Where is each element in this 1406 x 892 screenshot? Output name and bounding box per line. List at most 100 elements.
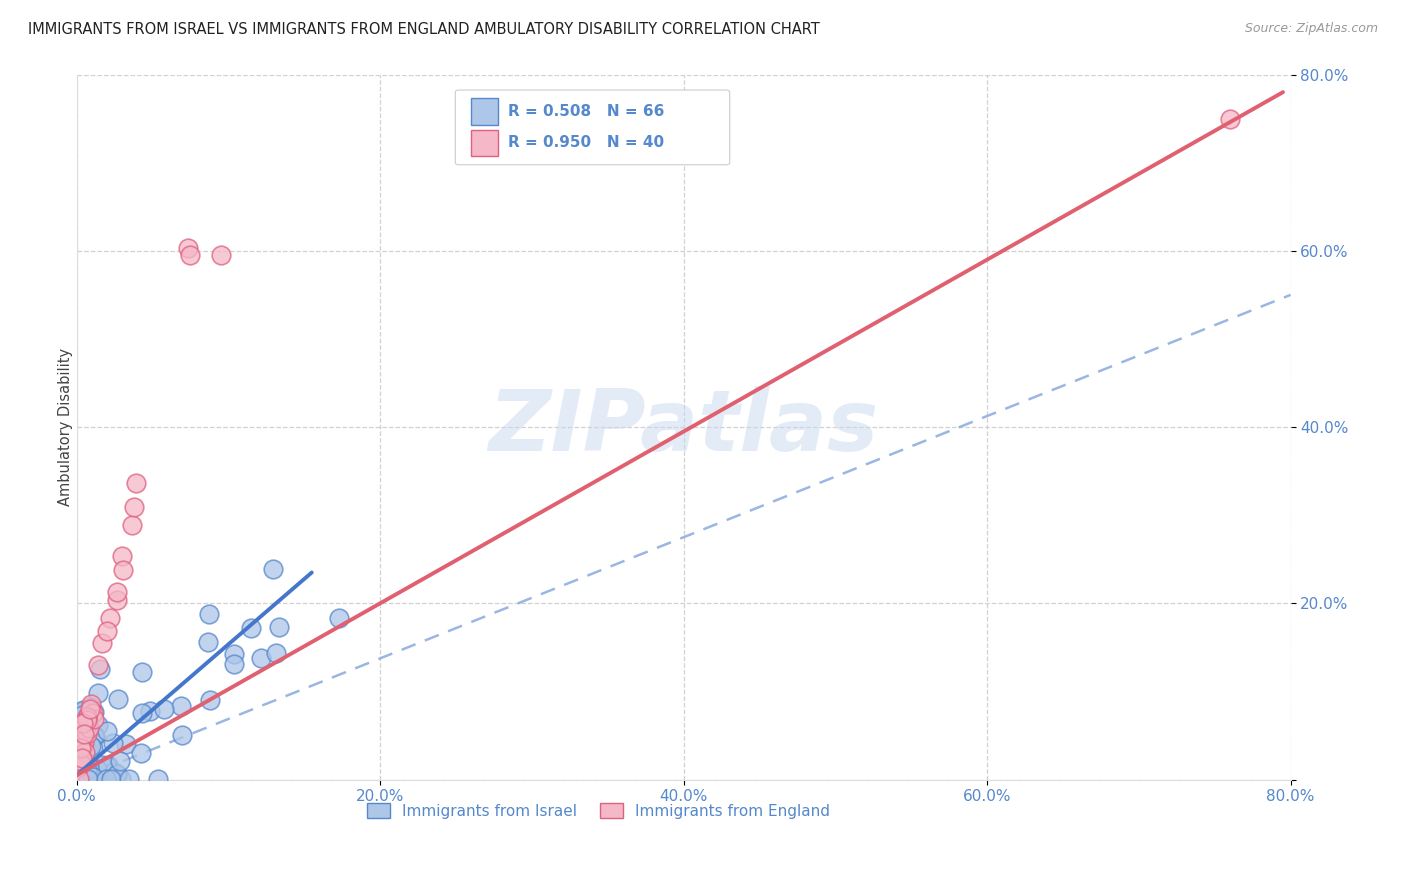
Point bbox=[105, 767, 128, 781]
Point bbox=[73, 735, 96, 749]
Point bbox=[87, 717, 110, 731]
Point bbox=[90, 758, 112, 772]
Point bbox=[105, 593, 128, 607]
Text: ZIPatlas: ZIPatlas bbox=[488, 385, 879, 468]
Point bbox=[224, 657, 246, 672]
Point bbox=[76, 763, 98, 777]
Point bbox=[70, 751, 93, 765]
Y-axis label: Ambulatory Disability: Ambulatory Disability bbox=[58, 348, 73, 506]
Point bbox=[94, 772, 117, 786]
Point bbox=[77, 745, 100, 759]
Point bbox=[125, 476, 148, 491]
Point bbox=[67, 760, 90, 774]
Point bbox=[262, 562, 284, 576]
Point bbox=[76, 727, 98, 741]
Point bbox=[107, 692, 129, 706]
Point bbox=[87, 658, 110, 673]
Point bbox=[198, 607, 221, 622]
Point bbox=[73, 727, 96, 741]
Point bbox=[96, 624, 118, 638]
Point bbox=[98, 610, 121, 624]
Point bbox=[79, 698, 101, 712]
Text: Source: ZipAtlas.com: Source: ZipAtlas.com bbox=[1244, 22, 1378, 36]
Point bbox=[264, 646, 287, 660]
Point bbox=[75, 757, 97, 772]
Point bbox=[250, 651, 273, 665]
Point bbox=[177, 241, 200, 255]
Point bbox=[72, 739, 94, 753]
Point bbox=[67, 771, 90, 785]
Point bbox=[82, 772, 104, 786]
Point bbox=[79, 699, 101, 714]
Point bbox=[131, 665, 153, 680]
Point bbox=[77, 772, 100, 786]
Point bbox=[69, 748, 91, 763]
Point bbox=[76, 713, 98, 727]
Point bbox=[69, 772, 91, 786]
Point bbox=[103, 765, 125, 780]
Text: R = 0.950   N = 40: R = 0.950 N = 40 bbox=[508, 136, 664, 151]
Point bbox=[110, 772, 132, 786]
Point bbox=[77, 738, 100, 752]
Point bbox=[1219, 112, 1241, 126]
Point bbox=[76, 710, 98, 724]
Point bbox=[82, 765, 104, 780]
Legend: Immigrants from Israel, Immigrants from England: Immigrants from Israel, Immigrants from … bbox=[361, 797, 837, 825]
Point bbox=[79, 702, 101, 716]
Point bbox=[86, 686, 108, 700]
Point bbox=[75, 772, 97, 786]
Point bbox=[67, 751, 90, 765]
Text: R = 0.508   N = 66: R = 0.508 N = 66 bbox=[508, 104, 664, 120]
Point bbox=[200, 693, 222, 707]
Point bbox=[70, 707, 93, 722]
Point bbox=[222, 647, 245, 661]
Point bbox=[89, 662, 111, 676]
Point bbox=[83, 712, 105, 726]
Point bbox=[84, 772, 107, 786]
FancyBboxPatch shape bbox=[456, 90, 730, 165]
Point bbox=[83, 705, 105, 719]
Point bbox=[67, 772, 90, 786]
Point bbox=[72, 715, 94, 730]
Point bbox=[83, 729, 105, 743]
Point bbox=[67, 745, 90, 759]
Point bbox=[111, 549, 134, 564]
Point bbox=[77, 721, 100, 735]
Point bbox=[82, 770, 104, 784]
Point bbox=[179, 248, 201, 262]
Point bbox=[122, 500, 145, 514]
Point bbox=[72, 704, 94, 718]
Point bbox=[67, 772, 90, 786]
Point bbox=[70, 741, 93, 756]
Point bbox=[69, 756, 91, 771]
Point bbox=[170, 728, 193, 742]
Point bbox=[84, 770, 107, 784]
Point bbox=[103, 736, 125, 750]
Point bbox=[138, 704, 160, 718]
Point bbox=[209, 248, 232, 262]
Point bbox=[328, 611, 350, 625]
Point bbox=[84, 729, 107, 743]
Point bbox=[75, 745, 97, 759]
Point bbox=[96, 759, 118, 773]
Point bbox=[121, 517, 143, 532]
Point bbox=[96, 724, 118, 739]
Point bbox=[86, 762, 108, 776]
Point bbox=[75, 728, 97, 742]
Point bbox=[70, 740, 93, 755]
Point bbox=[129, 746, 152, 760]
Point bbox=[82, 706, 104, 720]
Point bbox=[76, 710, 98, 724]
Point bbox=[97, 758, 120, 772]
Point bbox=[105, 585, 128, 599]
Point bbox=[131, 706, 153, 720]
Point bbox=[153, 702, 176, 716]
Point bbox=[67, 772, 90, 786]
FancyBboxPatch shape bbox=[471, 98, 498, 125]
Point bbox=[112, 563, 135, 577]
Point bbox=[67, 753, 90, 767]
Point bbox=[100, 772, 122, 786]
Point bbox=[72, 703, 94, 717]
Point bbox=[82, 741, 104, 756]
Point bbox=[77, 760, 100, 774]
